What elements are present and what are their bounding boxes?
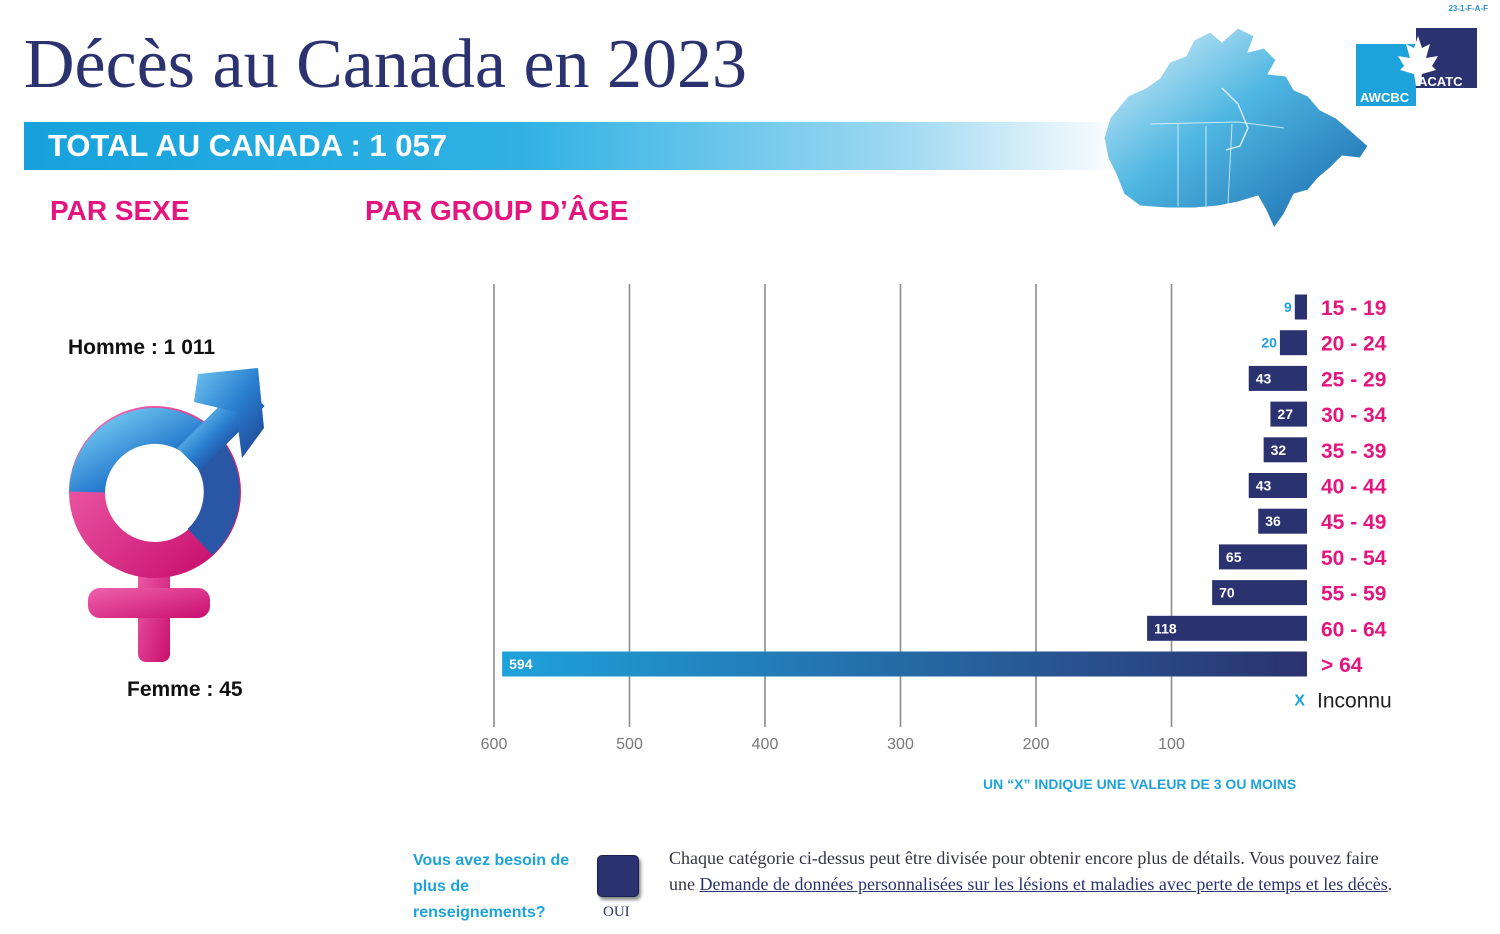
x-tick-label: 300 xyxy=(887,736,914,753)
canada-map-icon xyxy=(1103,27,1369,230)
info-paragraph: Chaque catégorie ci-dessus peut être div… xyxy=(669,845,1409,897)
oui-button-label: OUI xyxy=(603,904,630,920)
bar-value-label: 118 xyxy=(1154,620,1177,636)
total-banner xyxy=(24,122,1124,170)
category-label: 25 - 29 xyxy=(1321,368,1386,391)
x-tick-label: 100 xyxy=(1158,736,1185,753)
bar-value-label: 65 xyxy=(1226,549,1242,565)
bar xyxy=(1270,401,1307,427)
bar xyxy=(1258,508,1307,534)
by-sex-heading: PAR SEXE xyxy=(50,195,190,226)
bar xyxy=(1279,330,1307,356)
bar-value-label: 32 xyxy=(1271,442,1287,458)
x-tick-label: 500 xyxy=(616,736,643,753)
bar xyxy=(1218,544,1307,570)
bar-value-label: X xyxy=(1294,693,1305,710)
bar-value-label: 594 xyxy=(509,656,533,672)
category-label: 20 - 24 xyxy=(1321,333,1387,356)
need-more-info-text: Vous avez besoin de plus de renseignemen… xyxy=(413,852,570,921)
category-label: 40 - 44 xyxy=(1321,476,1387,499)
document-code: 23-1-F-A-F xyxy=(1448,4,1488,13)
category-label: 50 - 54 xyxy=(1321,547,1387,570)
bar xyxy=(1294,294,1307,320)
bar-value-label: 20 xyxy=(1261,335,1277,351)
category-label: 30 - 34 xyxy=(1321,404,1387,427)
bar-value-label: 9 xyxy=(1284,299,1292,315)
page-title: Décès au Canada en 2023 xyxy=(24,26,748,103)
logo-right-text: ACATC xyxy=(1418,74,1463,89)
bar xyxy=(502,651,1307,677)
category-label: 15 - 19 xyxy=(1321,297,1386,320)
bar-value-label: 36 xyxy=(1265,513,1281,529)
info-text: Chaque catégorie ci-dessus peut être div… xyxy=(669,848,1379,894)
total-label: TOTAL AU CANADA : 1 057 xyxy=(48,128,448,163)
bar-value-label: 43 xyxy=(1256,370,1272,386)
by-age-heading: PAR GROUP D’ÂGE xyxy=(365,195,629,226)
bar xyxy=(1248,365,1307,391)
x-tick-label: 400 xyxy=(752,736,779,753)
custom-data-request-link[interactable]: Demande de données personnalisées sur le… xyxy=(699,874,1388,894)
female-count-label: Femme : 45 xyxy=(127,678,243,701)
category-label: 45 - 49 xyxy=(1321,511,1386,534)
chart-note: UN “X” INDIQUE UNE VALEUR DE 3 OU MOINS xyxy=(983,776,1297,792)
maple-leaf-icon xyxy=(1398,36,1438,86)
male-count-label: Homme : 1 011 xyxy=(68,336,216,359)
category-label: Inconnu xyxy=(1317,690,1392,713)
bar xyxy=(1248,473,1307,498)
x-tick-label: 600 xyxy=(481,736,508,753)
bar-value-label: 43 xyxy=(1256,478,1272,494)
bar-value-label: 27 xyxy=(1277,406,1293,422)
gender-symbol-icon xyxy=(69,368,265,662)
oui-button[interactable] xyxy=(597,855,639,897)
x-tick-label: 200 xyxy=(1023,736,1050,753)
logo-left-text: AWCBC xyxy=(1360,90,1410,105)
category-label: 60 - 64 xyxy=(1321,618,1387,641)
category-label: 35 - 39 xyxy=(1321,440,1386,463)
bar-value-label: 70 xyxy=(1219,585,1235,601)
category-label: > 64 xyxy=(1321,654,1363,677)
category-label: 55 - 59 xyxy=(1321,583,1386,606)
logo: AWCBC ACATC xyxy=(1356,28,1477,106)
bar xyxy=(1147,615,1307,641)
bar xyxy=(1212,580,1307,606)
info-text-end: . xyxy=(1387,874,1393,894)
bar xyxy=(1263,437,1307,463)
